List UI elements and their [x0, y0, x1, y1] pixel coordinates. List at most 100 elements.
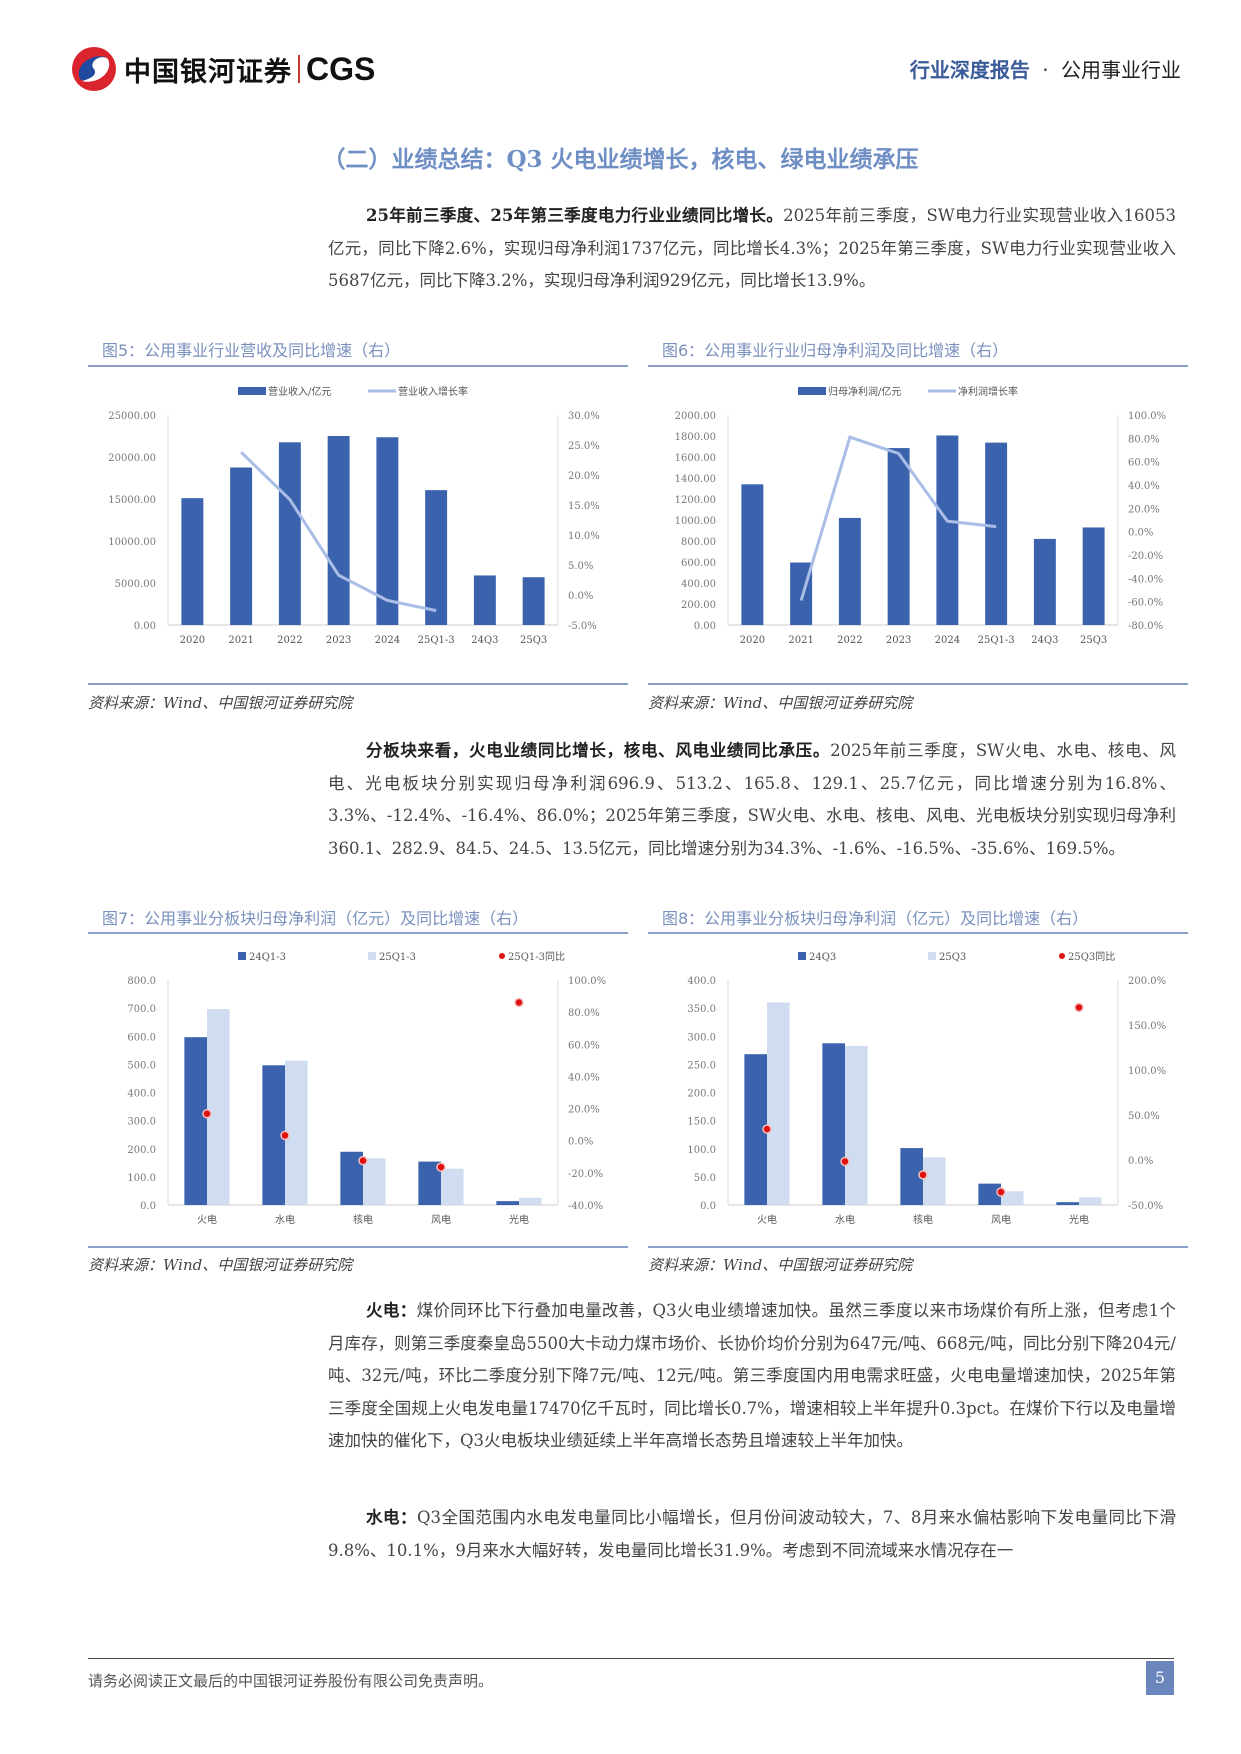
cgs-logo-icon — [72, 47, 116, 91]
svg-text:风电: 风电 — [431, 1213, 451, 1226]
svg-text:-20.0%: -20.0% — [1128, 551, 1163, 562]
paragraph-thermal-power: 火电：煤价同环比下行叠加电量改善，Q3火电业绩增速加快。虽然三季度以来市场煤价有… — [328, 1295, 1176, 1458]
svg-text:光电: 光电 — [1069, 1213, 1089, 1226]
figure-6-rule — [648, 365, 1188, 367]
paragraph-lead: 25年前三季度、25年第三季度电力行业业绩同比增长。 — [366, 206, 784, 225]
svg-text:24Q3: 24Q3 — [471, 635, 498, 646]
svg-text:2021: 2021 — [228, 635, 253, 646]
svg-text:200.0: 200.0 — [127, 1145, 156, 1156]
paragraph-body: 煤价同环比下行叠加电量改善，Q3火电业绩增速加快。虽然三季度以来市场煤价有所上涨… — [328, 1301, 1177, 1450]
svg-text:-5.0%: -5.0% — [568, 621, 597, 632]
svg-text:2000.00: 2000.00 — [675, 411, 716, 422]
industry-name: 公用事业行业 — [1061, 58, 1181, 82]
svg-text:0.00: 0.00 — [134, 621, 156, 632]
svg-text:营业收入/亿元: 营业收入/亿元 — [268, 385, 331, 398]
figure-5-rule — [88, 365, 628, 367]
svg-text:25Q1-3: 25Q1-3 — [418, 635, 455, 646]
svg-text:核电: 核电 — [913, 1213, 933, 1226]
svg-text:25Q3: 25Q3 — [520, 635, 547, 646]
figure-5-chart: 0.00 5000.00 10000.00 15000.00 20000.00 25000… — [108, 385, 600, 646]
company-logo: 中国银河证券 CGS — [70, 45, 375, 93]
svg-text:-20.0%: -20.0% — [568, 1169, 603, 1180]
svg-text:2023: 2023 — [326, 635, 351, 646]
figure-8-rule — [648, 932, 1188, 934]
svg-text:2020: 2020 — [180, 635, 205, 646]
svg-text:24Q3: 24Q3 — [1031, 635, 1058, 646]
svg-text:20000.00: 20000.00 — [108, 453, 156, 464]
svg-text:-60.0%: -60.0% — [1128, 598, 1163, 609]
figure-7-rule — [88, 932, 628, 934]
svg-text:600.0: 600.0 — [127, 1032, 156, 1043]
footer-disclaimer: 请务必阅读正文最后的中国银河证券股份有限公司免责声明。 — [88, 1672, 494, 1690]
svg-text:-50.0%: -50.0% — [1128, 1201, 1163, 1212]
svg-text:2023: 2023 — [886, 635, 911, 646]
svg-text:800.00: 800.00 — [681, 537, 716, 548]
svg-text:-80.0%: -80.0% — [1128, 621, 1163, 632]
svg-text:水电: 水电 — [835, 1213, 855, 1226]
svg-text:5.0%: 5.0% — [568, 561, 593, 572]
svg-text:25Q1-3同比: 25Q1-3同比 — [508, 951, 565, 963]
svg-text:2024: 2024 — [935, 635, 960, 646]
svg-text:2022: 2022 — [277, 635, 302, 646]
svg-text:300.0: 300.0 — [687, 1032, 716, 1043]
svg-text:0.00: 0.00 — [694, 621, 716, 632]
svg-text:20.0%: 20.0% — [568, 1105, 600, 1116]
figure-6-bottom-rule — [648, 683, 1188, 685]
paragraph-body: 2025年前三季度，SW火电、水电、核电、风电、光电板块分别实现归母净利润696… — [328, 741, 1176, 858]
svg-text:400.00: 400.00 — [681, 579, 716, 590]
figure-7-bottom-rule — [88, 1246, 628, 1248]
paragraph-body: 2025年前三季度，SW电力行业实现营业收入16053亿元，同比下降2.6%，实… — [328, 206, 1176, 290]
svg-text:80.0%: 80.0% — [1128, 434, 1160, 445]
figure-5-title: 图5：公用事业行业营收及同比增速（右） — [102, 341, 401, 360]
svg-text:250.0: 250.0 — [687, 1060, 716, 1071]
svg-text:100.0%: 100.0% — [568, 976, 606, 987]
figure-8-chart: 0.0 50.0 100.0 150.0 200.0 250.0 300.0 350.0 400… — [687, 951, 1166, 1226]
svg-text:15.0%: 15.0% — [568, 501, 600, 512]
logo-text: 中国银河证券 — [124, 56, 292, 88]
svg-text:1600.00: 1600.00 — [675, 453, 716, 464]
paragraph-industry-summary: 25年前三季度、25年第三季度电力行业业绩同比增长。2025年前三季度，SW电力… — [328, 200, 1176, 298]
report-type: 行业深度报告 — [909, 58, 1030, 82]
svg-text:60.0%: 60.0% — [1128, 458, 1160, 469]
svg-text:火电: 火电 — [197, 1213, 217, 1226]
svg-text:100.0%: 100.0% — [1128, 1066, 1166, 1077]
svg-text:1200.00: 1200.00 — [675, 495, 716, 506]
svg-text:0.0%: 0.0% — [568, 591, 593, 602]
figure-7-title: 图7：公用事业分板块归母净利润（亿元）及同比增速（右） — [102, 909, 529, 928]
svg-text:营业收入增长率: 营业收入增长率 — [398, 385, 468, 398]
svg-text:-40.0%: -40.0% — [1128, 574, 1163, 585]
page-number: 5 — [1146, 1661, 1174, 1695]
svg-text:光电: 光电 — [509, 1213, 529, 1226]
section-title: （二）业绩总结：Q3 火电业绩增长，核电、绿电业绩承压 — [322, 146, 919, 173]
svg-text:100.0: 100.0 — [687, 1145, 716, 1156]
svg-text:350.0: 350.0 — [687, 1004, 716, 1015]
figure-5-bottom-rule — [88, 683, 628, 685]
paragraph-lead: 分板块来看，火电业绩同比增长，核电、风电业绩同比承压。 — [366, 741, 831, 760]
svg-text:1800.00: 1800.00 — [675, 432, 716, 443]
figure-7-chart: 0.0 100.0 200.0 300.0 400.0 500.0 600.0 700.0 80… — [127, 951, 606, 1226]
svg-text:700.0: 700.0 — [127, 1004, 156, 1015]
svg-text:400.0: 400.0 — [127, 1089, 156, 1100]
svg-text:150.0: 150.0 — [687, 1117, 716, 1128]
svg-text:25Q3: 25Q3 — [1080, 635, 1107, 646]
svg-text:0.0: 0.0 — [140, 1201, 156, 1212]
header-separator: · — [1042, 58, 1049, 82]
logo-cgs: CGS — [306, 50, 376, 87]
svg-text:2022: 2022 — [837, 635, 862, 646]
svg-text:0.0%: 0.0% — [1128, 1156, 1153, 1167]
svg-text:50.0: 50.0 — [694, 1173, 716, 1184]
svg-text:400.0: 400.0 — [687, 976, 716, 987]
svg-text:40.0%: 40.0% — [568, 1072, 600, 1083]
svg-text:核电: 核电 — [353, 1213, 373, 1226]
svg-text:25Q1-3: 25Q1-3 — [978, 635, 1015, 646]
svg-text:150.0%: 150.0% — [1128, 1021, 1166, 1032]
svg-text:800.0: 800.0 — [127, 976, 156, 987]
svg-text:100.0: 100.0 — [127, 1173, 156, 1184]
svg-text:200.0%: 200.0% — [1128, 976, 1166, 987]
svg-text:25Q3同比: 25Q3同比 — [1068, 951, 1115, 963]
svg-text:50.0%: 50.0% — [1128, 1111, 1160, 1122]
svg-text:归母净利润/亿元: 归母净利润/亿元 — [828, 385, 901, 398]
svg-text:30.0%: 30.0% — [568, 411, 600, 422]
svg-text:200.00: 200.00 — [681, 600, 716, 611]
svg-text:15000.00: 15000.00 — [108, 495, 156, 506]
